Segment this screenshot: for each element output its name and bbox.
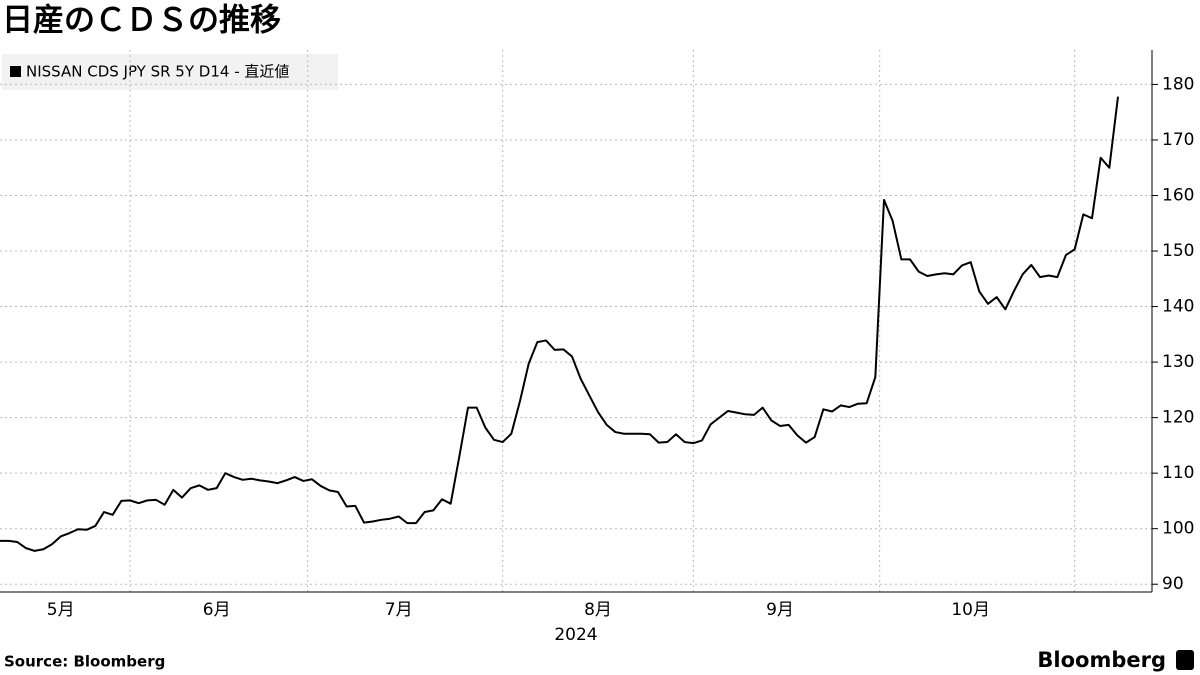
y-tick-label: 180 xyxy=(1162,74,1194,94)
x-tick-label: 9月 xyxy=(766,600,794,620)
chart-title: 日産のＣＤＳの推移 xyxy=(2,3,281,39)
y-tick-label: 140 xyxy=(1162,297,1194,317)
y-tick-label: 100 xyxy=(1162,519,1194,539)
legend-swatch xyxy=(10,66,21,77)
y-tick-label: 170 xyxy=(1162,130,1194,150)
y-tick-label: 90 xyxy=(1162,574,1184,594)
x-tick-label: 7月 xyxy=(385,600,413,620)
x-tick-label: 6月 xyxy=(203,600,231,620)
y-tick-label: 150 xyxy=(1162,241,1194,261)
y-tick-label: 160 xyxy=(1162,185,1194,205)
y-tick-label: 110 xyxy=(1162,463,1194,483)
y-tick-label: 120 xyxy=(1162,408,1194,428)
x-axis-year: 2024 xyxy=(554,625,597,645)
x-tick-label: 8月 xyxy=(584,600,612,620)
logo-icon xyxy=(1176,650,1194,670)
y-tick-label: 130 xyxy=(1162,352,1194,372)
x-tick-label: 10月 xyxy=(951,600,990,620)
source: Source: Bloomberg xyxy=(4,653,165,671)
logo: Bloomberg xyxy=(1037,648,1166,672)
line-series xyxy=(0,96,1119,552)
legend-entry: NISSAN CDS JPY SR 5Y D14 - 直近値 xyxy=(26,63,289,81)
x-tick-label: 5月 xyxy=(47,600,75,620)
